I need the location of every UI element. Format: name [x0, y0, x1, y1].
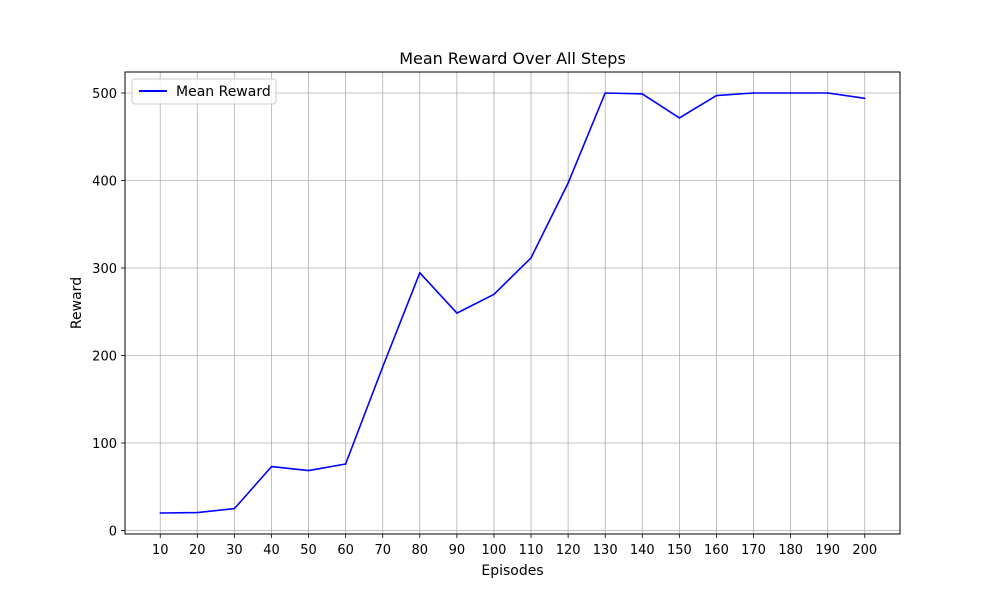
x-tick-label: 50: [300, 543, 317, 558]
x-tick-label: 130: [593, 543, 618, 558]
data-point: [863, 97, 866, 100]
y-tick-label: 300: [92, 262, 117, 277]
x-tick-label: 60: [337, 543, 354, 558]
data-point: [530, 257, 532, 259]
x-tick-label: 110: [519, 543, 544, 558]
x-tick-label: 10: [152, 543, 169, 558]
series-layer: [159, 92, 866, 514]
data-point: [233, 507, 236, 510]
data-point: [196, 511, 199, 514]
data-point: [456, 312, 458, 314]
x-tick-label: 180: [778, 543, 803, 558]
data-point: [826, 92, 829, 94]
x-axis-label: Episodes: [481, 563, 543, 579]
y-tick-label: 200: [92, 350, 117, 365]
data-point: [567, 182, 569, 184]
data-point: [344, 463, 347, 465]
ticks-layer: 10 20 30 40 50 60 70 80 90 100 110 120 130 140 150 160 1…: [92, 87, 877, 558]
x-tick-label: 90: [449, 543, 466, 558]
x-tick-label: 100: [482, 543, 507, 558]
x-tick-label: 70: [374, 543, 391, 558]
y-axis-label: Reward: [69, 277, 85, 329]
chart-title: Mean Reward Over All Steps: [399, 49, 626, 68]
x-tick-label: 120: [556, 543, 581, 558]
data-point: [381, 366, 384, 368]
x-tick-label: 30: [226, 543, 243, 558]
data-point: [752, 92, 755, 94]
x-tick-label: 200: [852, 543, 877, 558]
x-tick-label: 160: [704, 543, 729, 558]
x-tick-label: 80: [412, 543, 429, 558]
legend: Mean Reward: [131, 78, 277, 105]
x-tick-label: 190: [815, 543, 840, 558]
x-tick-label: 20: [189, 543, 206, 558]
data-point: [789, 92, 792, 94]
y-tick-label: 400: [92, 175, 117, 190]
data-point: [641, 93, 644, 95]
legend-label: Mean Reward: [176, 84, 271, 100]
y-tick-label: 500: [92, 87, 117, 102]
x-tick-label: 140: [630, 543, 655, 558]
data-point: [715, 94, 718, 97]
series-line-mean-reward: [160, 92, 865, 514]
y-tick-label: 0: [109, 525, 117, 540]
data-point: [678, 117, 681, 119]
data-point: [418, 272, 421, 274]
y-tick-label: 100: [92, 437, 117, 452]
data-point: [493, 293, 495, 296]
data-point: [159, 512, 162, 514]
plot-area-frame: [124, 71, 901, 535]
data-point: [604, 92, 607, 94]
legend-box: [131, 78, 277, 105]
x-tick-label: 150: [667, 543, 692, 558]
data-point: [307, 469, 310, 472]
x-tick-label: 40: [263, 543, 280, 558]
x-tick-label: 170: [741, 543, 766, 558]
data-point: [270, 465, 273, 468]
